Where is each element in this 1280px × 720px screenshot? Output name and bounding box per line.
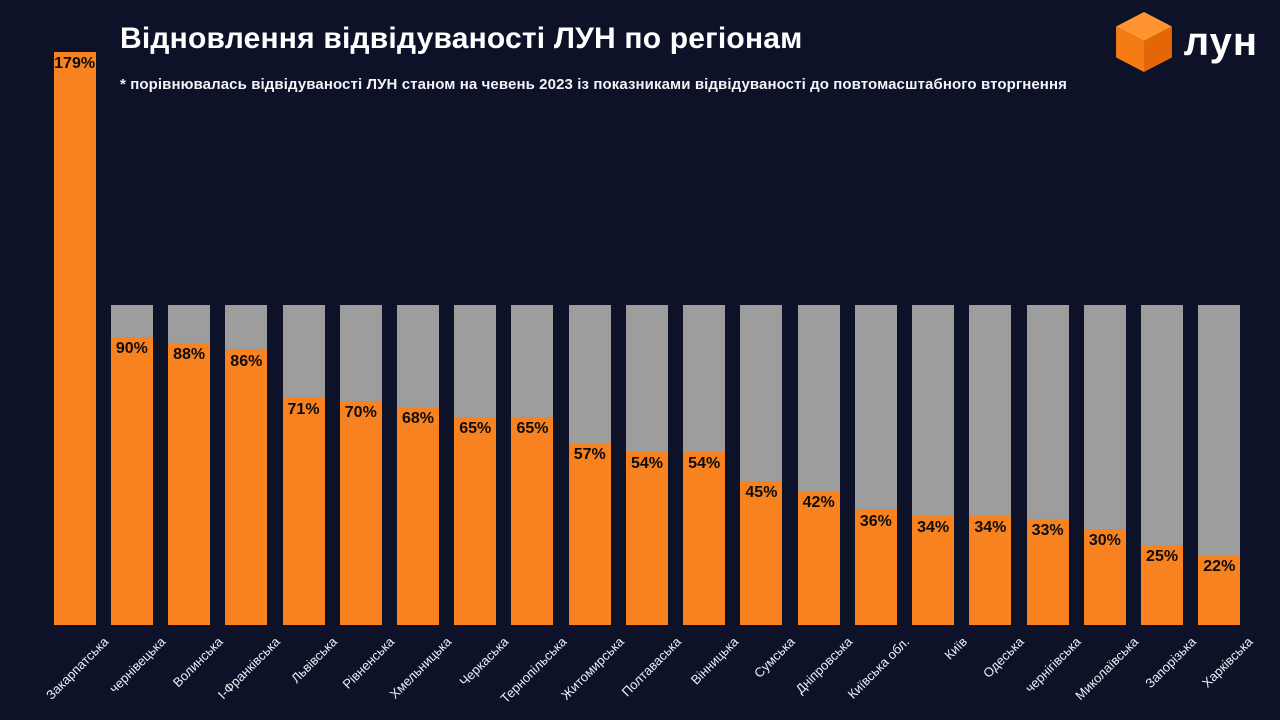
value-bar: 34%: [969, 516, 1012, 625]
value-bar: 42%: [797, 490, 840, 625]
value-bar: 90%: [110, 337, 153, 625]
value-bar: 34%: [912, 516, 955, 625]
value-bar: 54%: [683, 452, 726, 625]
x-axis-label: Сумська: [751, 634, 799, 681]
x-axis-label: Черкаська: [456, 634, 512, 690]
bar-value-label: 68%: [402, 410, 435, 428]
value-bar: 30%: [1083, 529, 1126, 625]
value-bar: 45%: [740, 481, 783, 625]
x-axis-label: чернігівська: [1022, 634, 1085, 696]
bar-group: 30% Миколаївська: [1072, 0, 1141, 703]
bar-group: 71% Львівська: [275, 0, 340, 686]
bar-value-label: 22%: [1203, 557, 1236, 575]
bar-group: 36% Київська обл.: [845, 0, 913, 702]
bar-group: 179% Закарпатська: [43, 0, 111, 702]
x-axis-label: Одеська: [980, 634, 1027, 681]
bar-value-label: 65%: [459, 420, 492, 437]
bar-value-label: 25%: [1146, 548, 1179, 565]
bar-group: 33% чернігівська: [1019, 0, 1084, 696]
bar-group: 42% Дніпровська: [790, 0, 855, 697]
x-axis-label: Київ: [941, 634, 970, 663]
bar-value-label: 54%: [688, 455, 721, 473]
bar-group: 54% Вінницька: [676, 0, 741, 687]
bar-group: 57% Житомирська: [558, 0, 626, 703]
x-axis-label: чернівецька: [106, 634, 169, 697]
bar-value-label: 88%: [173, 346, 206, 364]
value-bar: 86%: [225, 349, 268, 625]
x-axis-label: Закарпатська: [42, 634, 112, 703]
bar-group: 45% Сумська: [733, 0, 798, 681]
value-bar: 88%: [168, 343, 211, 625]
bar-value-label: 42%: [802, 493, 835, 511]
page-title: Відновлення відвідуваності ЛУН по регіон…: [120, 22, 803, 55]
bar-value-label: 34%: [917, 519, 950, 537]
value-bar: 57%: [568, 442, 611, 625]
value-bar: 68%: [397, 407, 440, 625]
value-bar: 54%: [625, 452, 668, 625]
value-bar: 36%: [854, 509, 897, 625]
x-axis-label: Рівненська: [339, 634, 398, 692]
value-bar: 71%: [282, 397, 325, 625]
bar-value-label: 86%: [230, 352, 263, 370]
bar-group: 88% Волинська: [160, 0, 226, 690]
bar-group: 34% Київ: [905, 0, 970, 663]
logo-wordmark: лун: [1183, 19, 1258, 64]
value-bar: 65%: [511, 417, 554, 625]
bar-group: 70% Рівненська: [332, 0, 397, 692]
value-bar: 22%: [1198, 554, 1241, 625]
bar-group: 65% Тернопільська: [497, 0, 569, 706]
bar-chart: 179% Закарпатська 90% чернівецька 88% Волинсь…: [43, 0, 1256, 706]
x-axis-label: Харківська: [1199, 634, 1256, 691]
bar-value-label: 36%: [859, 512, 892, 530]
bar-value-label: 45%: [745, 484, 778, 501]
x-axis-label: Львівська: [288, 634, 341, 686]
bar-group: 34% Одеська: [962, 0, 1027, 681]
bar-value-label: 57%: [573, 445, 606, 463]
value-bar: 25%: [1141, 545, 1184, 625]
bar-group: 54% Полтаваська: [618, 0, 684, 699]
lun-logo: лун: [1115, 12, 1258, 77]
bar-value-label: 65%: [516, 420, 549, 437]
bar-value-label: 54%: [630, 455, 663, 473]
chart-footnote: * порівнювалась відвідуваності ЛУН стано…: [120, 76, 1067, 93]
bar-group: 22% Харківська: [1191, 0, 1256, 691]
bar-value-label: 71%: [287, 400, 320, 418]
value-bar: 70%: [339, 401, 382, 625]
bar-value-label: 70%: [344, 404, 377, 421]
bar-group: 68% Хмельницька: [387, 0, 455, 702]
cube-logo-icon: [1115, 12, 1172, 77]
x-axis-label: Вінницька: [687, 634, 741, 688]
x-axis-label: Дніпровська: [792, 634, 856, 697]
bar-value-label: 90%: [115, 340, 148, 357]
value-bar: 179%: [53, 52, 96, 625]
bar-group: 90% чернівецька: [103, 0, 168, 696]
bar-value-label: 34%: [974, 519, 1007, 537]
bar-group: 86% І-Франківська: [215, 0, 283, 702]
bar-value-label: 30%: [1088, 532, 1121, 549]
x-axis-label: Запорізька: [1141, 634, 1199, 691]
bar-value-label: 179%: [54, 55, 96, 73]
bar-group: 25% Запорізька: [1133, 0, 1199, 691]
bar-group: 65% Черкаська: [447, 0, 512, 689]
value-bar: 33%: [1026, 519, 1069, 625]
x-axis-label: Полтаваська: [618, 634, 684, 700]
bar-value-label: 33%: [1031, 522, 1064, 540]
value-bar: 65%: [454, 417, 497, 625]
x-axis-label: Волинська: [169, 634, 226, 690]
